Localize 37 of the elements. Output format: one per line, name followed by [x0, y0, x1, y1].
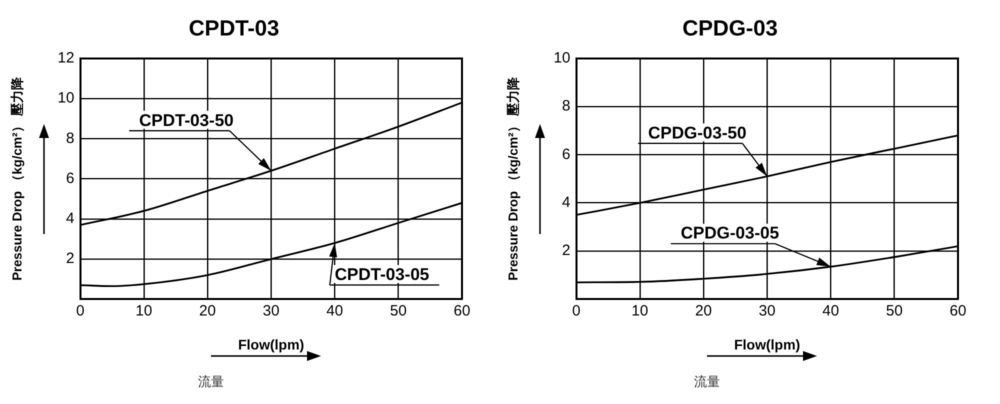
y-tick-label: 6 [562, 146, 570, 163]
x-axis-title: Flow(lpm) [238, 336, 304, 352]
chart-title: CPDG-03 [682, 15, 778, 40]
y-tick-label: 12 [58, 50, 74, 67]
y-tick-label: 8 [66, 130, 74, 147]
y-tick-label: 2 [66, 250, 74, 268]
y-tick-label: 10 [554, 50, 570, 67]
x-tick-label: 60 [454, 302, 470, 320]
text: 流量 [694, 374, 720, 389]
y-tick-label: 10 [58, 90, 74, 107]
x-tick-label: 40 [326, 302, 344, 320]
x-tick-label: 50 [390, 302, 407, 320]
x-tick-label: 30 [758, 302, 776, 320]
text: 流量 [198, 374, 224, 389]
y-axis-title: Pressure Drop （kg/cm²） 壓力降 [505, 76, 520, 281]
x-tick-label: 30 [262, 302, 280, 320]
x-tick-label: 0 [76, 302, 84, 320]
y-tick-label: 2 [562, 242, 570, 260]
y-tick-label: 6 [66, 170, 74, 187]
x-tick-label: 20 [695, 302, 712, 320]
x-tick-label: 10 [136, 302, 152, 320]
x-tick-label: 50 [886, 302, 903, 320]
x-tick-label: 40 [822, 302, 840, 320]
x-tick-label: 0 [572, 302, 580, 320]
text: CPDT-03-50 [139, 110, 234, 130]
chart-title: CPDT-03 [188, 15, 280, 40]
y-axis-title: Pressure Drop （kg/cm²） 壓力降 [9, 76, 24, 281]
series-label: CPDG-03-05 [680, 224, 780, 243]
legend-label: CPDT-03-05 [334, 265, 430, 284]
x-tick-label: 20 [199, 302, 216, 320]
x-axis-title: Flow(lpm) [734, 336, 800, 352]
y-tick-label: 4 [562, 194, 570, 212]
text: CPDG-03-50 [648, 123, 746, 142]
x-tick-label: 60 [950, 302, 966, 320]
y-tick-label: 4 [66, 210, 74, 228]
y-tick-label: 8 [562, 98, 570, 115]
x-tick-label: 10 [632, 302, 648, 320]
